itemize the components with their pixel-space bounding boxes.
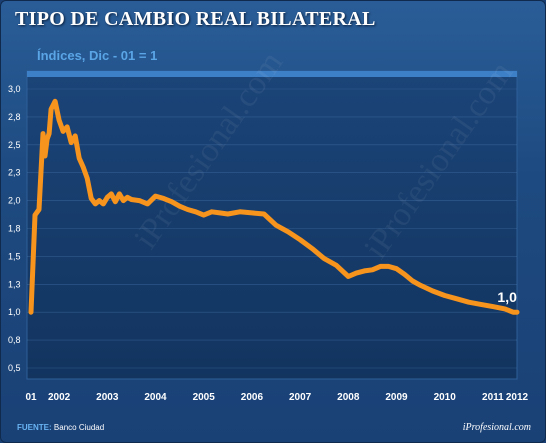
x-tick-label: 2008 — [337, 392, 360, 403]
plot-area — [26, 70, 518, 380]
source-text: Banco Ciudad — [53, 423, 105, 432]
end-value-label: 1,0 — [497, 289, 517, 305]
x-axis-ticks: 01 2002 2003 2004 2005 2006 2007 2008 2009 2010 20… — [25, 392, 528, 403]
plot-top-band — [27, 71, 517, 77]
y-tick-label: 0,5 — [8, 363, 21, 373]
x-tick-label: 2010 — [434, 392, 457, 403]
y-tick-label: 2,0 — [8, 196, 21, 206]
x-tick-label: 2007 — [289, 392, 312, 403]
y-tick-label: 1,3 — [8, 279, 21, 289]
y-tick-label: 2,8 — [8, 112, 21, 122]
y-tick-label: 1,5 — [8, 251, 21, 261]
y-tick-label: 3,0 — [8, 84, 21, 94]
source-note: FUENTE: Banco Ciudad — [17, 423, 104, 432]
chart-title: TIPO DE CAMBIO REAL BILATERAL — [15, 8, 376, 30]
y-tick-label: 1,0 — [8, 307, 21, 317]
series-group — [28, 98, 520, 315]
y-tick-label: 2,5 — [8, 140, 21, 150]
x-tick-label: 2004 — [144, 392, 167, 403]
y-tick-label: 1,8 — [8, 224, 21, 234]
x-tick-label: 2009 — [385, 392, 408, 403]
y-tick-label: 0,8 — [8, 335, 21, 345]
series-line — [28, 98, 520, 315]
x-tick-label: 01 — [25, 392, 37, 403]
x-tick-label: 2012 — [506, 392, 529, 403]
x-tick-label: 2002 — [48, 392, 71, 403]
y-tick-label: 2,3 — [8, 168, 21, 178]
x-tick-label: 2003 — [96, 392, 119, 403]
x-tick-label: 2006 — [241, 392, 264, 403]
y-axis-ticks: 0,5 0,8 1,0 1,3 1,5 1,8 2,0 2,3 2,5 2,8 3,0 — [8, 84, 21, 373]
x-tick-label: 2011 — [482, 392, 504, 403]
chart-subtitle: Índices, Dic - 01 = 1 — [37, 48, 158, 63]
gridlines — [27, 88, 517, 369]
x-tick-label: 2005 — [193, 392, 216, 403]
brand-logo-text: iProfesional.com — [462, 422, 531, 433]
annotations: 1,0 — [497, 289, 517, 305]
source-label: FUENTE: — [17, 423, 52, 432]
